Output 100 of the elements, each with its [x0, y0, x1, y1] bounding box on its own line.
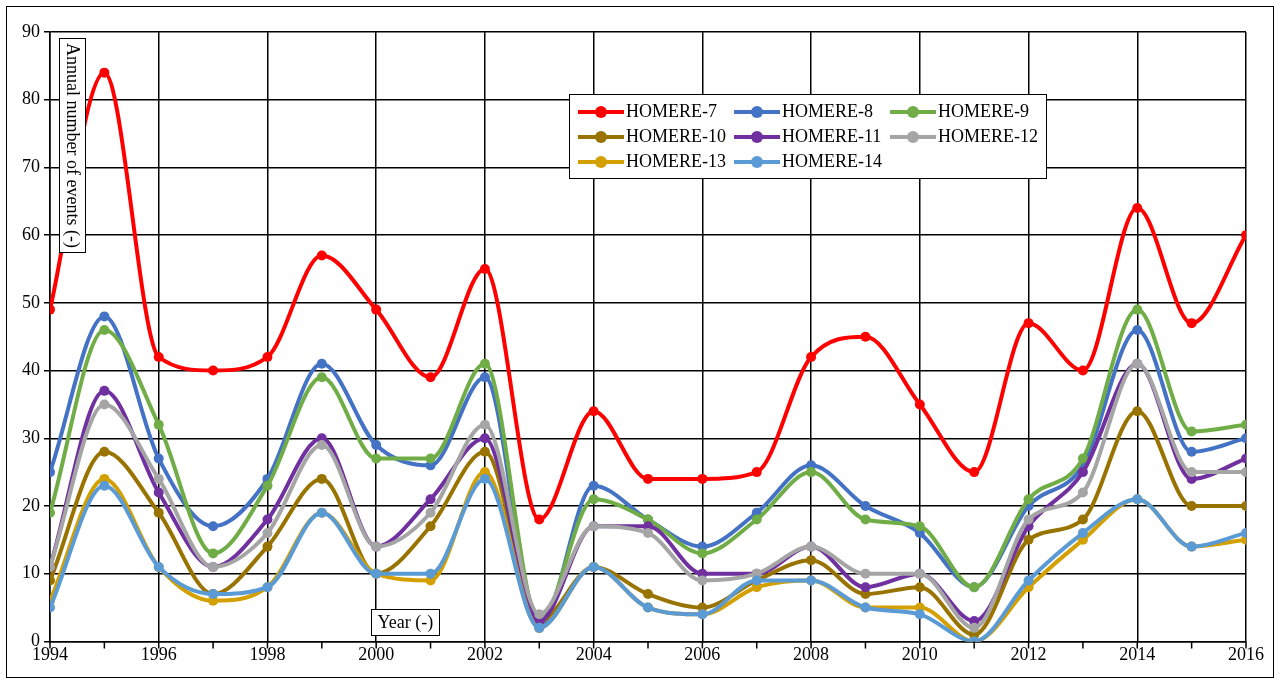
point [99, 385, 110, 396]
x-tick-label: 2016 [1228, 643, 1264, 664]
point [479, 473, 490, 484]
point [534, 609, 545, 620]
point [1077, 467, 1088, 478]
point [316, 250, 327, 261]
point [697, 548, 708, 559]
point [1023, 575, 1034, 586]
point [208, 521, 219, 532]
x-tick-label: 2014 [1119, 643, 1156, 664]
point [99, 399, 110, 410]
point [860, 331, 871, 342]
point [153, 453, 164, 464]
point [914, 399, 925, 410]
legend-label: HOMERE-14 [782, 151, 882, 172]
y-tick-label: 50 [22, 291, 40, 312]
point [1077, 487, 1088, 498]
point [534, 514, 545, 525]
point [99, 311, 110, 322]
point [806, 352, 817, 363]
x-tick-label: 2000 [358, 643, 395, 664]
point [479, 358, 490, 369]
legend-label: HOMERE-8 [782, 101, 873, 122]
legend-label: HOMERE-7 [626, 101, 717, 122]
point [860, 514, 871, 525]
point [697, 575, 708, 586]
point [643, 528, 653, 539]
point [914, 582, 925, 593]
point [262, 528, 273, 539]
point [1077, 453, 1088, 464]
point [806, 555, 817, 566]
point [1023, 534, 1034, 545]
y-tick-label: 90 [22, 20, 40, 41]
point [1023, 494, 1034, 505]
point [153, 507, 164, 518]
point [643, 589, 653, 599]
y-tick-label: 10 [22, 562, 40, 583]
point [371, 453, 382, 464]
y-tick-label: 30 [22, 427, 40, 447]
point [153, 473, 164, 484]
point [153, 487, 164, 498]
point [479, 263, 490, 274]
point [371, 304, 382, 315]
point [1186, 426, 1197, 437]
point [99, 67, 110, 78]
x-tick-label: 2002 [466, 643, 503, 664]
point [1132, 203, 1143, 214]
point [860, 500, 871, 511]
point [425, 494, 436, 505]
y-tick-label: 80 [22, 88, 40, 109]
point [1132, 304, 1143, 315]
x-tick-label: 2008 [793, 643, 830, 664]
point [914, 609, 925, 620]
point [425, 568, 436, 579]
x-tick-label: 2012 [1010, 643, 1047, 664]
point [479, 419, 490, 430]
point [969, 467, 980, 478]
point [425, 372, 436, 383]
x-tick-label: 2010 [901, 643, 938, 664]
point [99, 446, 110, 457]
point [1132, 406, 1143, 417]
point [425, 507, 436, 518]
point [1077, 528, 1088, 539]
point [208, 548, 219, 559]
y-tick-label: 20 [22, 494, 40, 515]
x-tick-label: 1998 [249, 643, 286, 664]
point [1186, 467, 1197, 478]
x-axis-title: Year (-) [370, 609, 441, 637]
x-tick-label: 2006 [684, 643, 721, 664]
point [479, 446, 490, 457]
y-tick-label: 70 [22, 156, 40, 177]
legend-label: HOMERE-11 [782, 126, 882, 147]
point [643, 473, 653, 484]
point [806, 467, 817, 478]
x-tick-label: 2004 [575, 643, 612, 664]
point [425, 453, 436, 464]
point [860, 582, 871, 593]
point [153, 419, 164, 430]
y-tick-label: 40 [22, 359, 40, 380]
point [316, 473, 327, 484]
point [208, 365, 219, 376]
point [969, 622, 980, 633]
point [588, 480, 599, 491]
point [479, 433, 490, 444]
legend-label: HOMERE-13 [626, 151, 726, 172]
point [914, 521, 925, 532]
point [1023, 318, 1034, 329]
point [751, 467, 762, 478]
point [316, 372, 327, 383]
legend-label: HOMERE-12 [938, 126, 1038, 147]
x-tick-label: 1996 [140, 643, 177, 664]
point [153, 352, 164, 363]
point [860, 568, 871, 579]
point [1023, 514, 1034, 525]
point [316, 440, 327, 451]
point [99, 480, 110, 491]
point [1186, 318, 1197, 329]
point [751, 514, 762, 525]
point [1132, 324, 1143, 335]
point [588, 494, 599, 505]
